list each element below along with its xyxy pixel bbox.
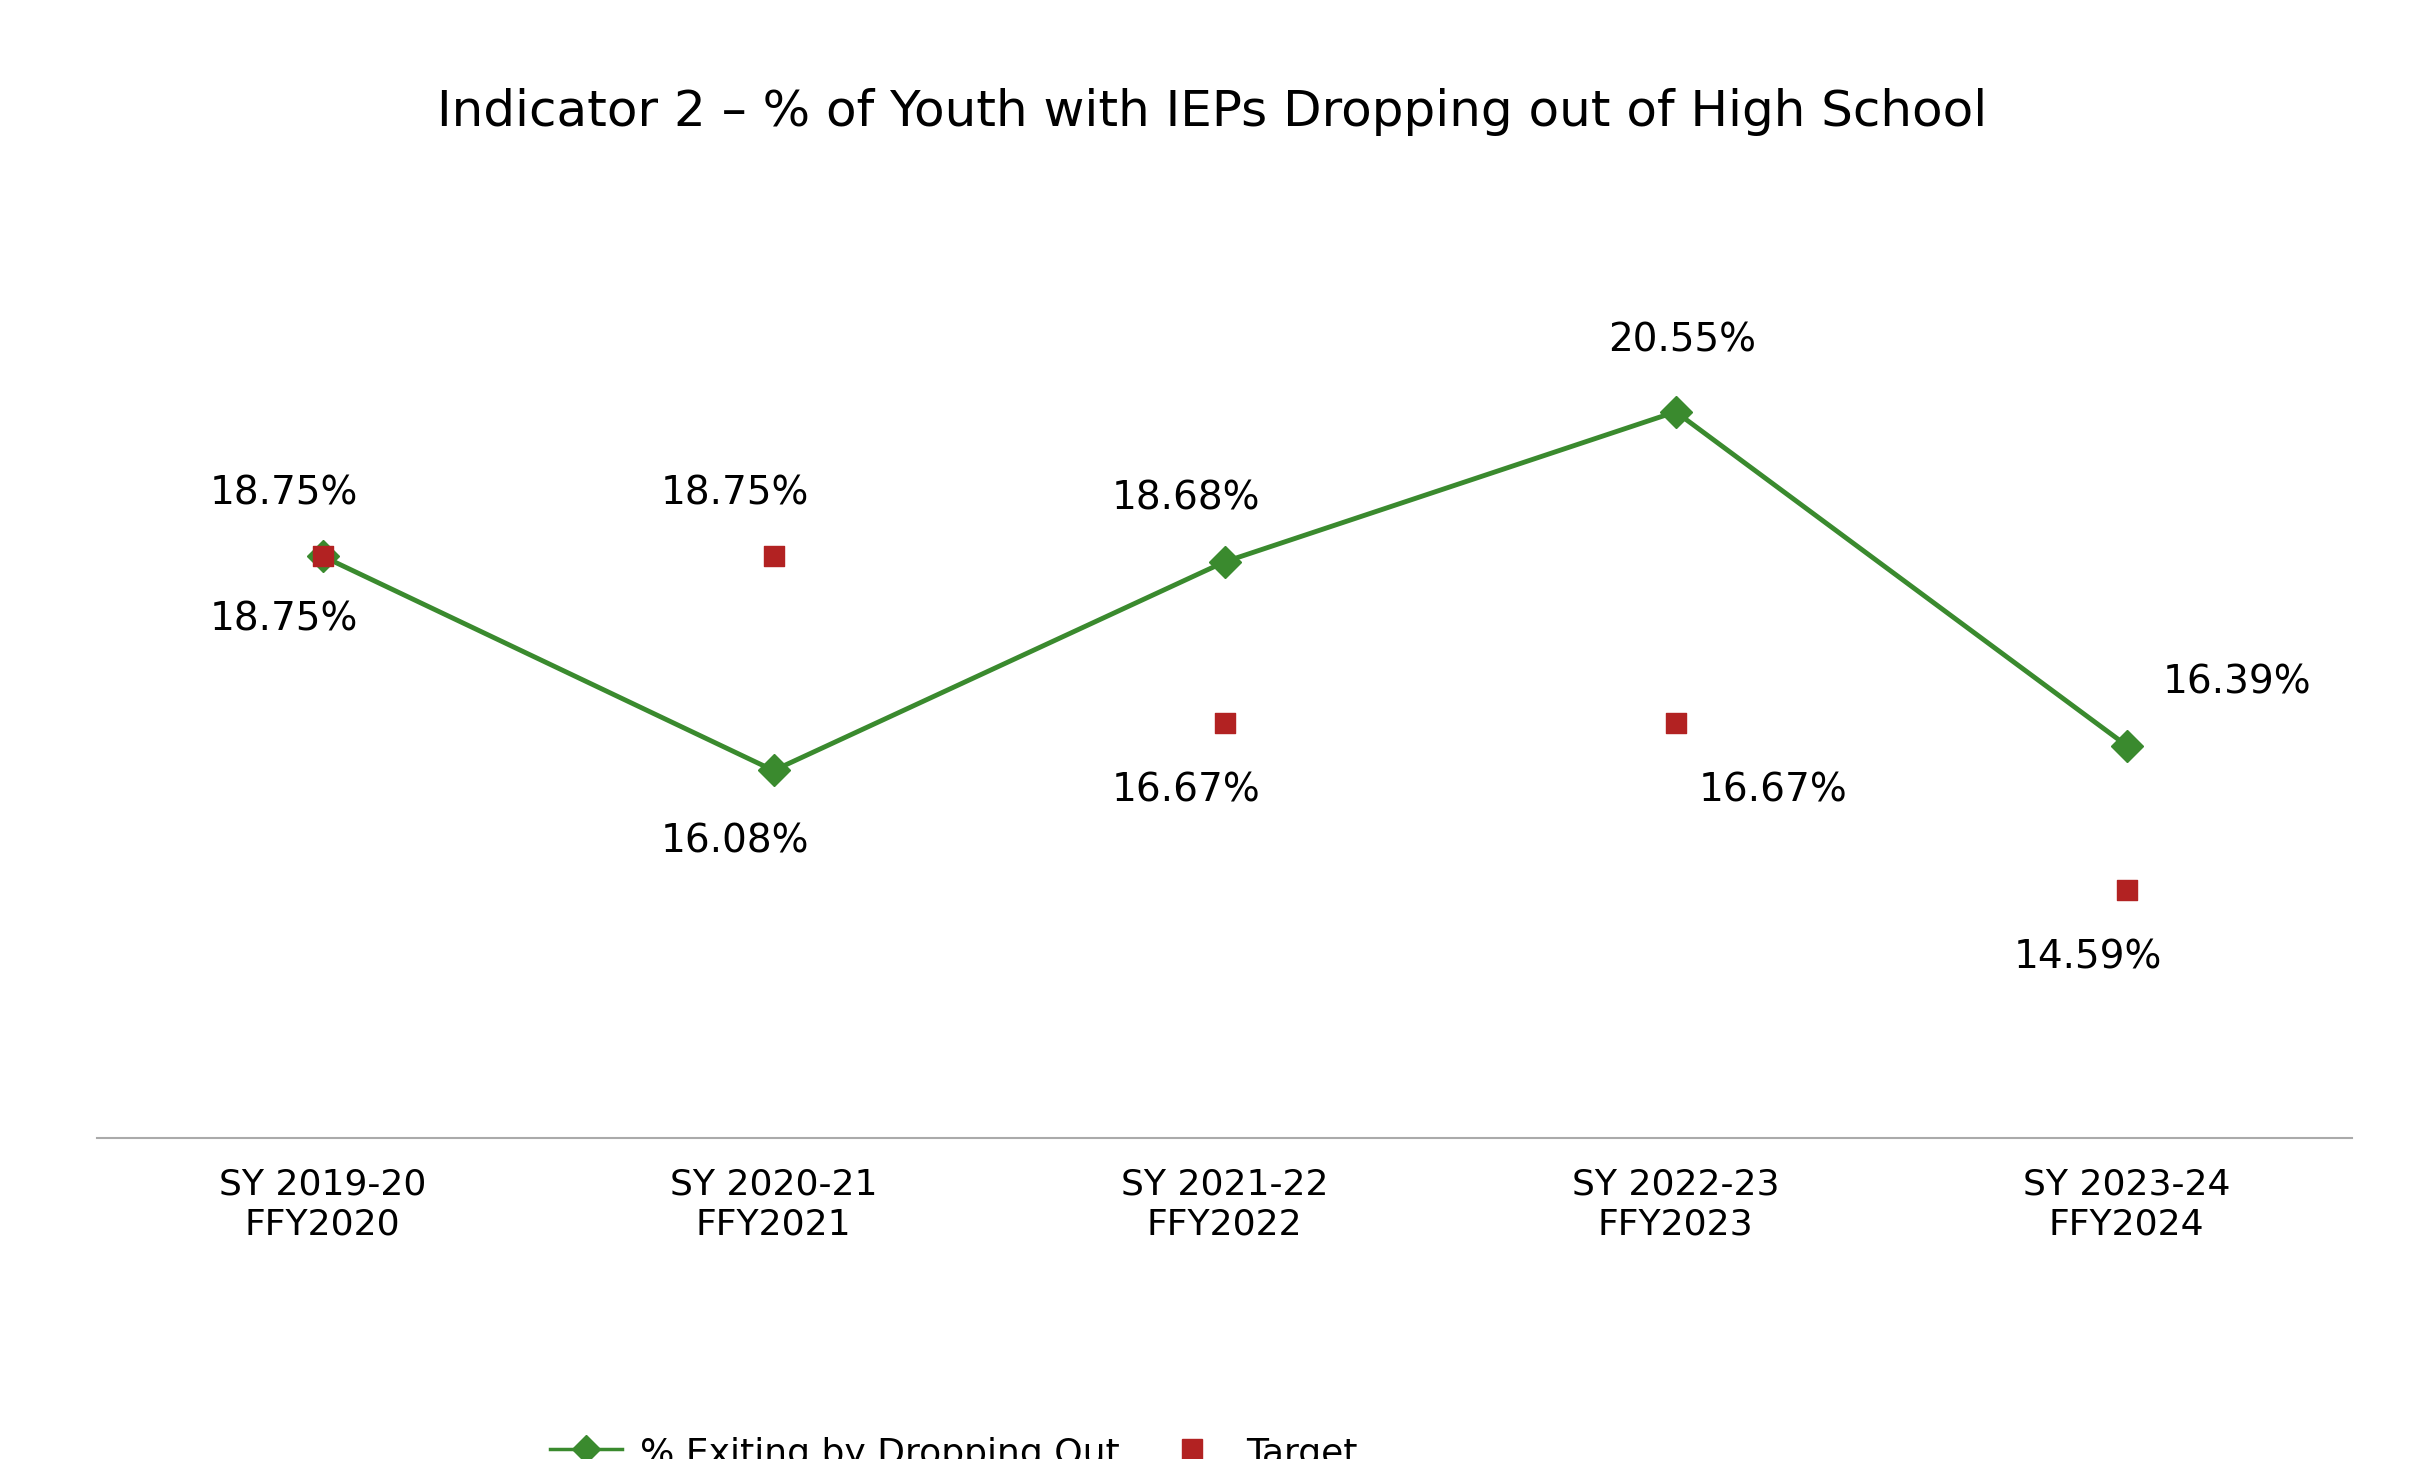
% Exiting by Dropping Out bbox=[2112, 737, 2141, 754]
Target bbox=[1656, 712, 1695, 735]
Text: 16.39%: 16.39% bbox=[2163, 664, 2311, 702]
Target bbox=[1205, 712, 1244, 735]
Text: 14.59%: 14.59% bbox=[2015, 938, 2163, 976]
% Exiting by Dropping Out bbox=[1210, 553, 1239, 570]
% Exiting by Dropping Out bbox=[308, 547, 337, 565]
Text: 18.75%: 18.75% bbox=[660, 474, 810, 512]
Text: 16.67%: 16.67% bbox=[1111, 772, 1261, 810]
Text: 20.55%: 20.55% bbox=[1608, 321, 1756, 360]
Text: 18.75%: 18.75% bbox=[209, 474, 359, 512]
Text: 16.08%: 16.08% bbox=[660, 823, 810, 861]
Text: 16.67%: 16.67% bbox=[1698, 772, 1848, 810]
% Exiting by Dropping Out bbox=[759, 762, 788, 779]
Line: % Exiting by Dropping Out: % Exiting by Dropping Out bbox=[310, 401, 2139, 782]
Legend: % Exiting by Dropping Out, Target: % Exiting by Dropping Out, Target bbox=[536, 1420, 1373, 1459]
Text: Indicator 2 – % of Youth with IEPs Dropping out of High School: Indicator 2 – % of Youth with IEPs Dropp… bbox=[436, 88, 1988, 136]
Target bbox=[754, 544, 793, 568]
Text: 18.75%: 18.75% bbox=[209, 601, 359, 639]
Target bbox=[2107, 878, 2146, 902]
Target bbox=[303, 544, 342, 568]
% Exiting by Dropping Out bbox=[1661, 403, 1690, 420]
Text: 18.68%: 18.68% bbox=[1111, 480, 1261, 518]
